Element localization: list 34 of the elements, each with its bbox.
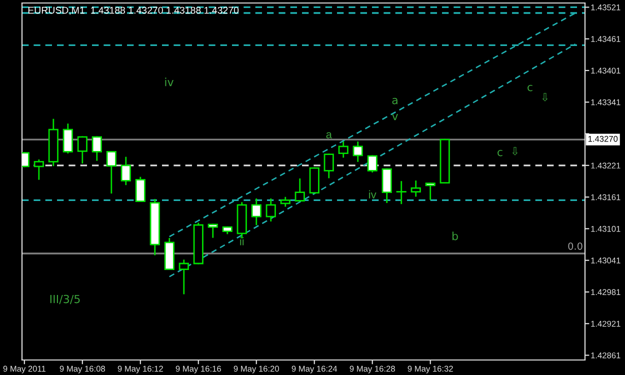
annotation: ⇩ bbox=[512, 146, 518, 156]
x-tick-label: 9 May 16:20 bbox=[234, 366, 279, 374]
y-tick-label: 1.42861 bbox=[591, 352, 620, 358]
y-tick-label: 1.43101 bbox=[591, 226, 620, 232]
x-tick-label: 9 May 16:32 bbox=[408, 366, 453, 374]
y-tick-label: 1.43341 bbox=[591, 99, 620, 106]
x-tick-label: 9 May 16:28 bbox=[350, 366, 395, 374]
x-tick-label: 9 May 16:16 bbox=[176, 366, 221, 374]
x-tick-label: 9 May 16:24 bbox=[292, 366, 338, 374]
annotation: 0.0 bbox=[568, 242, 582, 250]
x-tick-label: 9 May 16:12 bbox=[118, 366, 163, 374]
annotation: c bbox=[498, 150, 502, 156]
annotation: a bbox=[326, 132, 332, 138]
y-tick-label: 1.43161 bbox=[591, 194, 620, 200]
ref-line-label: 1.43270 bbox=[588, 136, 618, 142]
annotation: ⇩ bbox=[542, 92, 548, 102]
y-tick-label: 1.43221 bbox=[591, 162, 620, 169]
chart-title: EURUSD,M1 1.43188 1.43270 1.43188 1.43270 bbox=[28, 6, 239, 15]
annotation: III/3/5 bbox=[50, 294, 80, 304]
annotation: a bbox=[392, 98, 398, 104]
y-tick-label: 1.43401 bbox=[591, 68, 620, 74]
annotation: ii bbox=[240, 237, 244, 246]
y-tick-label: 1.43521 bbox=[591, 4, 620, 10]
y-tick-label: 1.42981 bbox=[591, 289, 620, 296]
y-tick-label: 1.43461 bbox=[591, 36, 620, 42]
annotation: c bbox=[528, 84, 532, 92]
annotation: iv bbox=[165, 78, 174, 86]
annotation: iv bbox=[369, 190, 376, 198]
y-tick-label: 1.42921 bbox=[591, 320, 620, 327]
annotation: b bbox=[452, 232, 458, 240]
x-tick-label: 9 May 16:08 bbox=[60, 366, 105, 374]
x-tick-label: 9 May 2011 bbox=[3, 366, 46, 374]
annotation: v bbox=[392, 114, 398, 120]
y-tick-label: 1.43041 bbox=[591, 258, 620, 264]
